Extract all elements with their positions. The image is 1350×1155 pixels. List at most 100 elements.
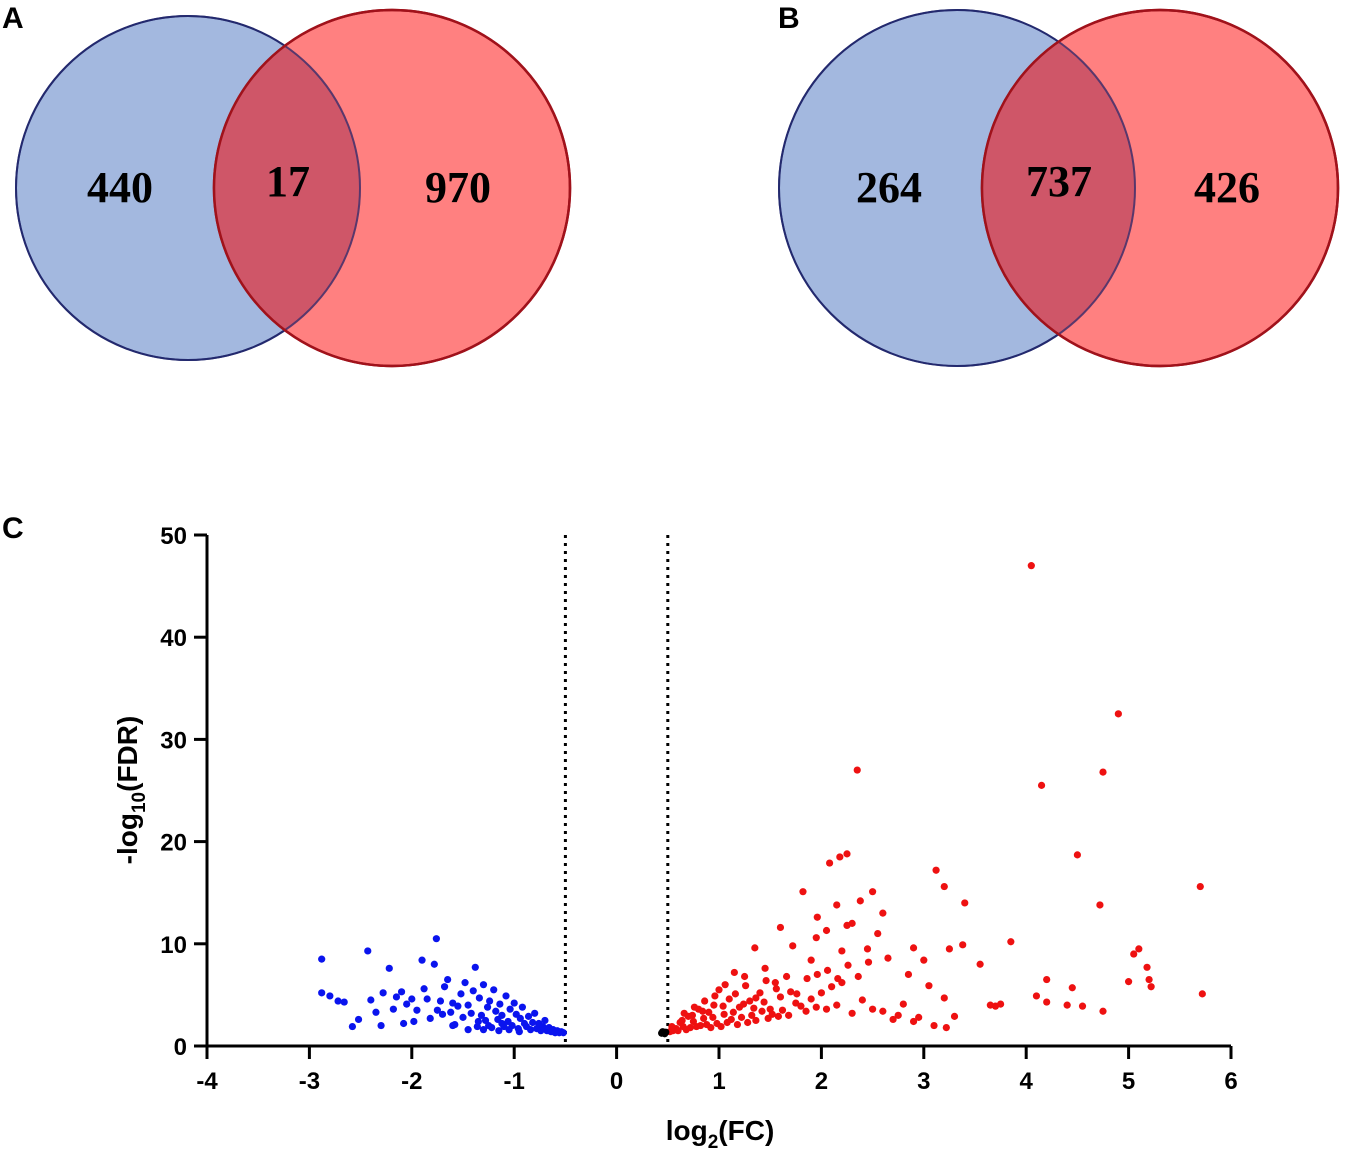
point-down [479,1026,488,1034]
point-down [410,1017,418,1026]
point-up [1043,975,1051,984]
point-up [961,899,969,907]
point-up [864,958,873,966]
point-up [1099,1007,1107,1015]
x-tick-label: 4 [1020,1068,1034,1095]
point-up [731,990,739,998]
point-up [854,972,862,981]
point-up [752,1016,760,1025]
point-up [833,1001,841,1009]
point-up [843,921,851,930]
point-up [915,1013,923,1021]
point-up [1099,768,1107,776]
point-down [364,947,372,955]
point-down [461,979,469,987]
point-down [516,1014,524,1023]
x-axis-label-tail: (FC) [718,1115,774,1146]
point-up [793,990,801,998]
point-down [506,1005,514,1013]
point-up [733,1020,742,1029]
point-down [529,1018,537,1027]
x-tick-label: 5 [1122,1068,1135,1095]
point-up [789,942,797,950]
point-up [834,974,842,983]
point-up [705,1008,713,1016]
point-up [848,1009,856,1017]
x-tick-label: 6 [1224,1068,1237,1095]
point-up [680,1009,688,1017]
point-down [420,985,428,993]
point-down [459,1013,467,1021]
point-up [856,897,864,905]
point-up [894,1011,902,1019]
point-down [340,998,348,1006]
point-down [471,963,479,971]
point-down [372,1008,380,1016]
point-down [449,1021,457,1030]
point-up [904,970,913,979]
point-up [1145,975,1153,984]
point-up [799,888,807,896]
point-down [385,964,393,972]
point-down [326,992,334,1000]
point-down [334,997,342,1005]
point-up [817,989,826,997]
point-up [869,1005,877,1013]
point-up [1135,945,1143,953]
x-axis-label: log2(FC) [666,1115,775,1153]
point-up [874,929,882,938]
point-down [408,995,416,1003]
point-down [392,993,401,1001]
panel-label-a: A [2,2,24,35]
point-down [444,975,452,984]
point-up [727,1015,735,1024]
point-up [776,923,785,932]
point-up [909,1017,918,1026]
point-up [884,954,892,962]
point-up [709,1013,717,1021]
point-up [976,960,984,968]
point-down [467,1009,475,1017]
panel-label-c: C [2,512,24,545]
point-up [686,1024,694,1032]
point-up [742,982,750,990]
point-up [674,1027,682,1035]
point-up [729,1008,737,1016]
venn-b-left-count: 264 [856,163,922,212]
point-down [502,992,510,1000]
point-down [367,996,375,1004]
point-up [737,1013,746,1021]
point-up [813,970,821,979]
point-down [432,935,440,943]
point-up [792,999,800,1007]
point-up [730,968,738,977]
point-down [524,1012,533,1020]
point-up [715,986,723,994]
point-up [844,961,852,969]
x-axis-label-sub: 2 [708,1132,719,1153]
point-up [1143,963,1151,971]
point-up [1043,998,1051,1006]
point-down [464,1001,472,1009]
point-up [920,956,928,964]
x-tick-label: 0 [610,1068,623,1095]
point-up [940,994,948,1002]
y-tick-label: 20 [160,830,187,857]
venn-b-overlap [982,10,1135,366]
venn-b-right-count: 426 [1194,163,1260,212]
point-down [469,987,477,995]
point-up [752,994,760,1002]
point-up [940,882,948,891]
point-up [699,1007,707,1015]
point-down [483,1003,492,1011]
point-down [379,989,387,997]
point-down [377,1021,385,1030]
point-down [486,997,494,1005]
point-up [853,766,861,774]
venn-b-overlap-count: 737 [1026,157,1092,206]
point-down [492,1007,500,1015]
point-up [750,1004,758,1012]
point-up [761,964,769,972]
point-up [696,1021,705,1030]
